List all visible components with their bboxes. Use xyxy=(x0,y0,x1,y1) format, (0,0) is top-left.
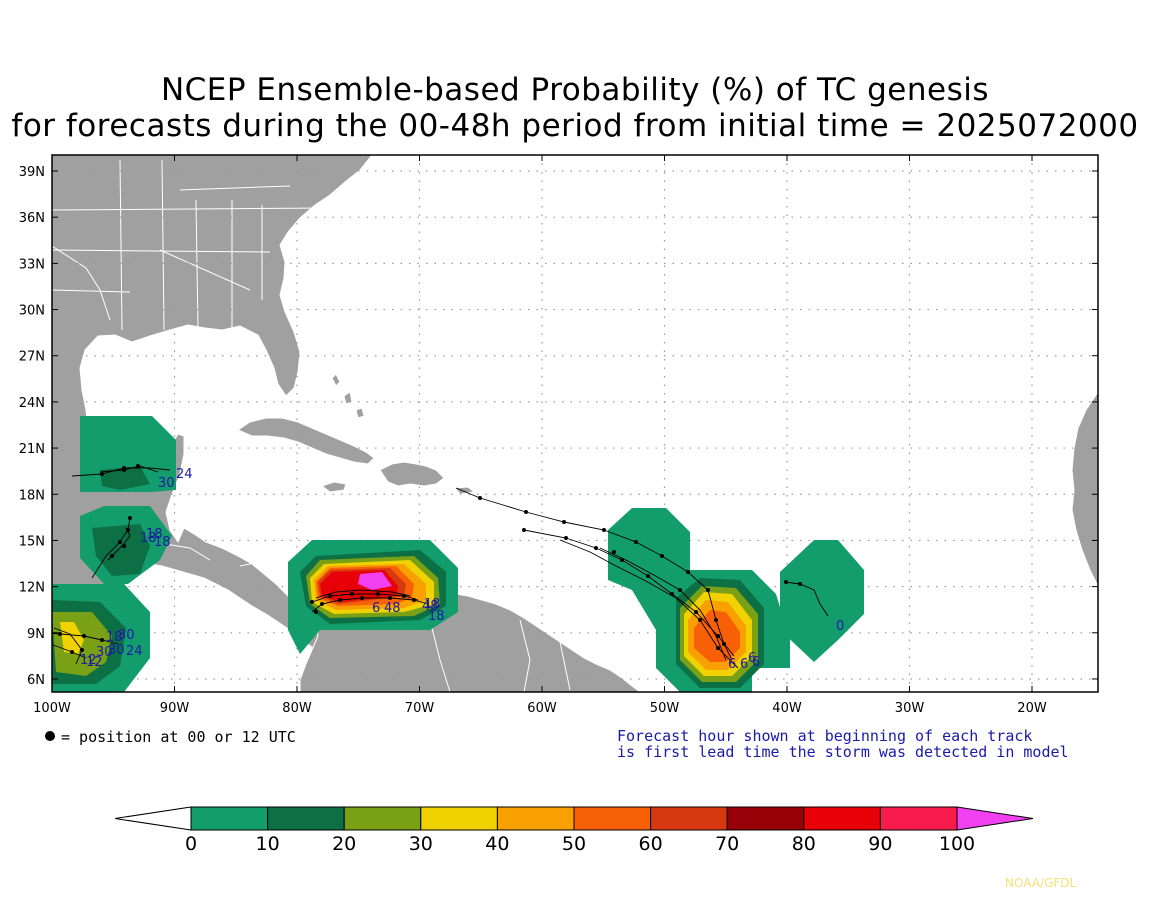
lat-label: 39N xyxy=(19,165,45,180)
forecast-hour-note-line2: is first lead time the storm was detecte… xyxy=(617,743,1069,761)
axis-ticks xyxy=(51,155,1098,692)
lon-label: 80W xyxy=(282,701,312,716)
forecast-hour-label: 6 xyxy=(372,601,380,616)
colorbar xyxy=(114,806,1034,831)
colorbar-label: 60 xyxy=(639,833,663,855)
forecast-hour-label: 6 xyxy=(748,651,756,666)
hispaniola-land xyxy=(379,461,445,487)
forecast-hour-label: 30 xyxy=(96,645,113,660)
lat-label: 27N xyxy=(19,350,45,365)
colorbar-swatch xyxy=(650,806,728,831)
lat-label: 21N xyxy=(19,442,45,457)
colorbar-label: 70 xyxy=(715,833,739,855)
lat-label: 24N xyxy=(19,396,45,411)
political-borders xyxy=(52,159,571,692)
prob-area-east-atlantic xyxy=(780,540,864,662)
colorbar-under-arrow xyxy=(114,806,192,831)
forecast-hour-label: 12 xyxy=(80,653,97,668)
forecast-hour-label: 48 xyxy=(384,601,401,616)
forecast-hour-note: Forecast hour shown at beginning of each… xyxy=(617,728,1069,760)
colorbar-label: 0 xyxy=(185,833,197,855)
jamaica-land xyxy=(320,481,347,493)
colorbar-swatch xyxy=(573,806,652,831)
lat-label: 9N xyxy=(27,627,45,642)
forecast-hour-label: 48 xyxy=(422,599,439,614)
colorbar-label: 90 xyxy=(868,833,892,855)
forecast-hour-label: 0 xyxy=(836,619,844,634)
forecast-hour-label: 6 xyxy=(728,657,736,672)
lon-label: 20W xyxy=(1017,701,1047,716)
colorbar-swatch xyxy=(879,806,958,831)
colorbar-swatch xyxy=(496,806,575,831)
lon-label: 60W xyxy=(527,701,557,716)
position-dots xyxy=(58,464,802,654)
prob-area-honduras-core xyxy=(92,524,150,576)
forecast-hour-label: 18 xyxy=(146,527,163,542)
lon-label: 40W xyxy=(772,701,802,716)
position-dot-legend: = position at 00 or 12 UTC xyxy=(45,728,296,746)
forecast-hour-label: 18 xyxy=(154,535,171,550)
map-title-line1: NCEP Ensemble-based Probability (%) of T… xyxy=(160,72,990,108)
lon-label: 100W xyxy=(33,701,71,716)
forecast-hour-label: 30 xyxy=(118,628,135,643)
forecast-hour-label: 30 xyxy=(108,643,125,658)
colorbar-swatch xyxy=(190,806,269,831)
colorbar-swatch xyxy=(267,806,345,831)
lat-label: 6N xyxy=(27,673,45,688)
lon-label: 30W xyxy=(895,701,925,716)
lat-label: 12N xyxy=(19,581,45,596)
forecast-hour-label: 30 xyxy=(158,476,175,491)
probability-shading xyxy=(52,416,864,692)
lon-label: 90W xyxy=(160,701,190,716)
map-frame xyxy=(51,154,1099,693)
colorbar-label: 30 xyxy=(409,833,433,855)
lat-label: 33N xyxy=(19,257,45,272)
longitude-labels: 100W 90W 80W 70W 60W 50W 40W 30W 20W xyxy=(33,701,1047,716)
bahamas-land xyxy=(331,373,365,419)
forecast-hour-label: 24 xyxy=(126,644,143,659)
map-title-line2: for forecasts during the 00-48h period f… xyxy=(11,108,1139,144)
lat-label: 36N xyxy=(19,211,45,226)
colorbar-swatch xyxy=(420,806,498,831)
colorbar-label: 10 xyxy=(256,833,280,855)
position-dot-icon xyxy=(45,731,55,741)
lon-label: 70W xyxy=(405,701,435,716)
colorbar-label: 100 xyxy=(939,833,975,855)
forecast-hour-label: 18 xyxy=(424,597,441,612)
forecast-hour-label: 12 xyxy=(86,655,103,670)
lat-label: 30N xyxy=(19,304,45,319)
prob-area-epac-40 xyxy=(60,622,84,654)
position-dot-text: = position at 00 or 12 UTC xyxy=(61,728,296,746)
latitude-labels: 39N 36N 33N 30N 27N 24N 21N 18N 15N 12N 9N 6N xyxy=(19,165,45,688)
colorbar-swatch xyxy=(726,806,805,831)
colorbar-over-arrow xyxy=(956,806,1034,831)
puerto-rico-land xyxy=(453,486,476,495)
forecast-hour-label: 24 xyxy=(176,467,193,482)
forecast-hour-label: 6 xyxy=(752,655,760,670)
forecast-hour-label: 18 xyxy=(106,630,123,645)
colorbar-label: 50 xyxy=(562,833,586,855)
forecast-hour-label: 6 xyxy=(740,657,748,672)
colorbar-label: 20 xyxy=(332,833,356,855)
forecast-hour-label: 18 xyxy=(140,531,157,546)
lon-label: 50W xyxy=(650,701,680,716)
lat-label: 15N xyxy=(19,534,45,549)
prob-area-caribbean-100 xyxy=(358,572,392,590)
credit-text: NOAA/GFDL xyxy=(1005,876,1077,890)
colorbar-swatch xyxy=(343,806,422,831)
lat-label: 18N xyxy=(19,488,45,503)
africa-land xyxy=(1071,391,1098,587)
colorbar-label: 80 xyxy=(792,833,816,855)
colorbar-label: 40 xyxy=(485,833,509,855)
forecast-hour-note-line1: Forecast hour shown at beginning of each… xyxy=(617,727,1033,745)
cuba-land xyxy=(236,417,375,465)
colorbar-labels: 0 10 20 30 40 50 60 70 80 90 100 xyxy=(185,833,975,855)
colorbar-swatch xyxy=(803,806,881,831)
forecast-hour-label: 18 xyxy=(428,609,445,624)
prob-area-campeche-core xyxy=(100,466,150,490)
